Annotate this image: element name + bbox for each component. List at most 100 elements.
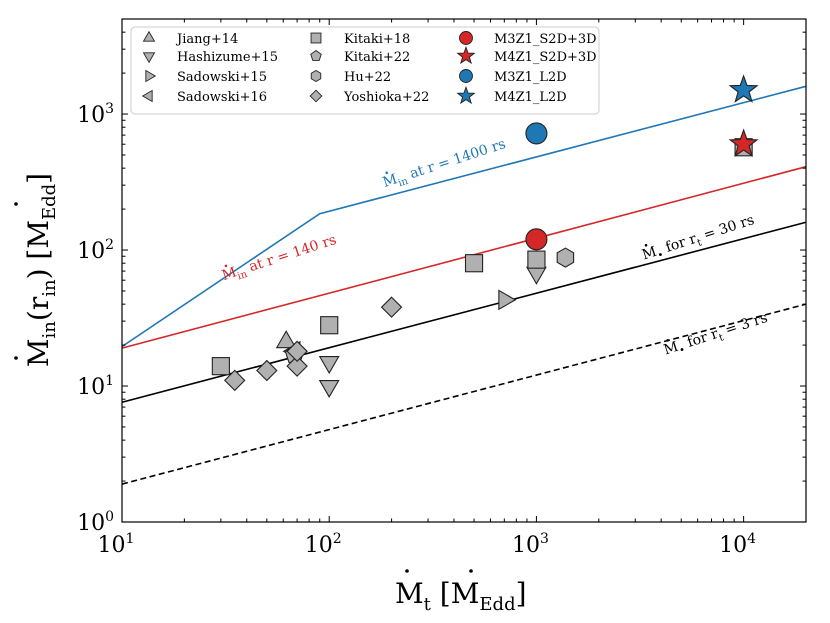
annotation-symbol: M: [640, 244, 659, 264]
ylabel-unit-sub: Edd: [39, 184, 60, 220]
square-shape: [310, 32, 322, 44]
triangle-left-shape: [141, 89, 153, 103]
point-hu-22-0: [556, 247, 575, 268]
legend-label-sadowski-15: Sadowski+15: [177, 70, 267, 85]
annotation-text: for r: [681, 326, 720, 352]
point-yoshioka-22-1: [256, 359, 278, 382]
point-hashizume-15-1: [318, 380, 340, 399]
line-annotation-3: M• for rt = 3 rs: [662, 310, 771, 361]
legend-label-jiang-14: Jiang+14: [175, 32, 238, 47]
annotation-text: at r = 1400 rs: [404, 136, 508, 183]
legend-marker-m4z1-l2d: [456, 85, 476, 105]
x-tick-label: 104: [719, 531, 756, 558]
x-tick-label: 102: [305, 531, 342, 558]
xlabel-bracket-open: [: [431, 577, 451, 610]
legend: Jiang+14 Hashizume+15 Sadowski+15 Sadowski+…: [130, 26, 600, 115]
point-jiang-14-0: [275, 330, 297, 349]
data-markers: [211, 74, 759, 399]
hexagon-shape: [310, 69, 322, 83]
xlabel-sub: t: [424, 594, 432, 615]
legend-marker-sadowski-16: [141, 89, 153, 103]
annotation-sub: •: [678, 345, 687, 357]
ylabel-unit: M: [22, 220, 55, 249]
diamond-shape: [223, 369, 246, 392]
square-shape: [527, 250, 546, 269]
legend-label-m4z1-s2d-3d: M4Z1_S2D+3D: [494, 50, 597, 65]
tick-base: 10: [77, 103, 105, 128]
diamond-shape: [309, 89, 323, 103]
annotation-text2: = 30 rs: [697, 212, 756, 245]
legend-marker-yoshioka-22: [309, 89, 323, 103]
triangle-right-shape: [145, 69, 157, 83]
legend-label-m4z1-l2d: M4Z1_L2D: [494, 90, 567, 105]
legend-label-kitaki-18: Kitaki+18: [344, 32, 410, 47]
ylabel-dot: [14, 356, 18, 360]
x-tick-label: 101: [98, 531, 135, 558]
tick-exp: 1: [126, 531, 135, 547]
point-hashizume-15-0: [318, 356, 340, 375]
legend-marker-kitaki-22: [310, 49, 322, 61]
reference-lines: [121, 85, 807, 485]
annotation-text2: = 3 rs: [719, 310, 769, 340]
square-shape: [320, 316, 339, 335]
circle-shape: [525, 122, 548, 145]
triangle-down-shape: [318, 380, 340, 399]
line-red-140rs: [121, 165, 807, 349]
y-tick-label: 102: [77, 237, 114, 264]
legend-label-yoshioka-22: Yoshioka+22: [343, 90, 429, 105]
xlabel-dot: [405, 569, 409, 573]
legend-label-m3z1-s2d-3d: M3Z1_S2D+3D: [494, 32, 597, 47]
triangle-right-shape: [498, 289, 517, 311]
legend-label-kitaki-22: Kitaki+22: [344, 50, 410, 65]
diamond-shape: [380, 296, 403, 318]
legend-marker-m3z1-l2d: [459, 69, 473, 83]
ylabel-sub: in: [39, 321, 60, 339]
tick-base: 10: [77, 375, 105, 400]
tick-base: 10: [512, 533, 540, 558]
legend-box: [130, 26, 600, 115]
annotation-dot: [666, 339, 670, 342]
circle-shape: [459, 31, 473, 45]
point-yoshioka-22-3: [286, 340, 308, 363]
star-shape: [456, 85, 476, 105]
point-kitaki-18-1: [320, 316, 339, 335]
legend-label-hu-22: Hu+22: [344, 70, 391, 85]
y-tick-label: 101: [77, 373, 114, 400]
point-yoshioka-22-4: [380, 296, 403, 318]
tick-base: 10: [77, 239, 105, 264]
point-m4z1-l2d-0: [728, 74, 759, 103]
legend-marker-kitaki-18: [310, 32, 322, 44]
point-m4z1-s2d-3d-0: [728, 128, 759, 158]
tick-exp: 3: [105, 101, 114, 117]
ylabel-arg: (r: [22, 296, 55, 321]
triangle-down-shape: [142, 52, 156, 64]
annotation-sub: •: [656, 250, 665, 262]
point-sadowski-15-0: [498, 289, 517, 311]
circle-shape: [459, 69, 473, 83]
pentagon-shape: [310, 49, 322, 61]
x-tick-label: 103: [512, 531, 549, 558]
legend-marker-hashizume-15: [142, 52, 156, 64]
line-annotation-0: Min at r = 1400 rs: [381, 136, 509, 194]
point-yoshioka-22-0: [223, 369, 246, 392]
legend-marker-sadowski-15: [145, 69, 157, 83]
star-shape: [456, 45, 476, 65]
annotation-dot: [644, 243, 648, 247]
annotation-symbol: M: [220, 264, 239, 284]
annotation-sub2: t: [718, 332, 725, 344]
point-m3z1-s2d-3d-0: [525, 228, 548, 251]
point-yoshioka-22-2: [286, 355, 308, 377]
legend-label-sadowski-16: Sadowski+16: [177, 90, 267, 105]
tick-exp: 1: [105, 373, 114, 389]
annotation-text: at r = 140 rs: [243, 232, 339, 277]
legend-label-hashizume-15: Hashizume+15: [177, 50, 278, 65]
tick-exp: 2: [105, 237, 114, 253]
square-shape: [464, 254, 484, 273]
line-black-3rs: [121, 303, 807, 485]
point-kitaki-18-2: [464, 254, 484, 273]
xlabel-symbol: M: [395, 577, 424, 610]
xlabel-bracket-close: ]: [516, 577, 527, 610]
annotation-symbol: M: [662, 339, 681, 359]
